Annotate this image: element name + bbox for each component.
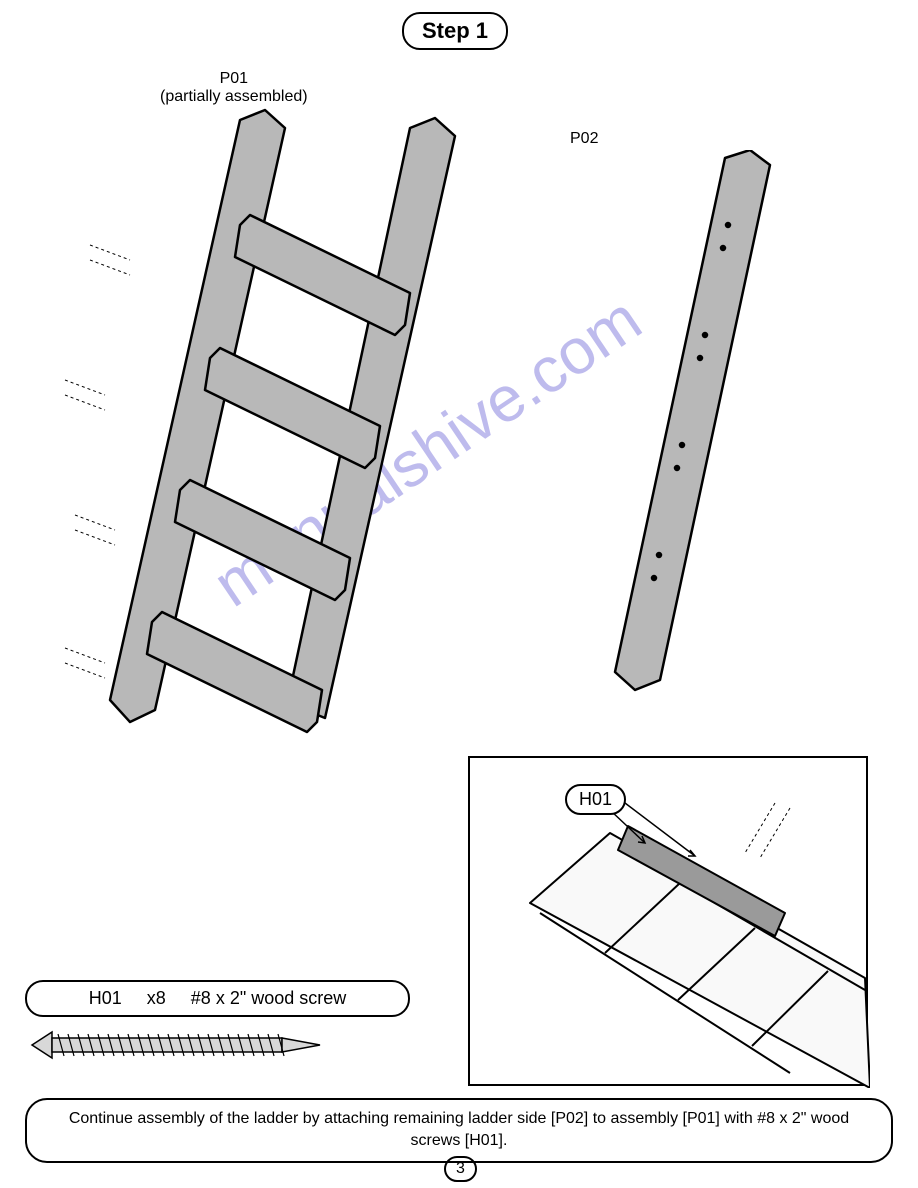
part-p02-label: P02 (570, 130, 598, 148)
part-p02-code: P02 (570, 130, 598, 147)
step-badge: Step 1 (402, 12, 508, 50)
instruction-text: Continue assembly of the ladder by attac… (69, 1110, 849, 1149)
page-number-value: 3 (456, 1160, 465, 1177)
hardware-code: H01 (89, 988, 122, 1008)
hardware-desc: #8 x 2" wood screw (191, 988, 346, 1008)
rail-illustration (560, 150, 880, 710)
ladder-illustration (60, 100, 480, 740)
callout-h01: H01 (565, 784, 626, 815)
page-number: 3 (444, 1156, 477, 1182)
hardware-box: H01 x8 #8 x 2" wood screw (25, 980, 410, 1017)
hardware-qty: x8 (147, 988, 166, 1008)
detail-illustration (470, 758, 870, 1088)
instruction-box: Continue assembly of the ladder by attac… (25, 1098, 893, 1163)
part-p01-code: P01 (220, 70, 248, 87)
callout-label: H01 (579, 789, 612, 809)
detail-box: H01 (468, 756, 868, 1086)
step-label: Step 1 (422, 18, 488, 43)
screw-illustration (30, 1020, 330, 1070)
